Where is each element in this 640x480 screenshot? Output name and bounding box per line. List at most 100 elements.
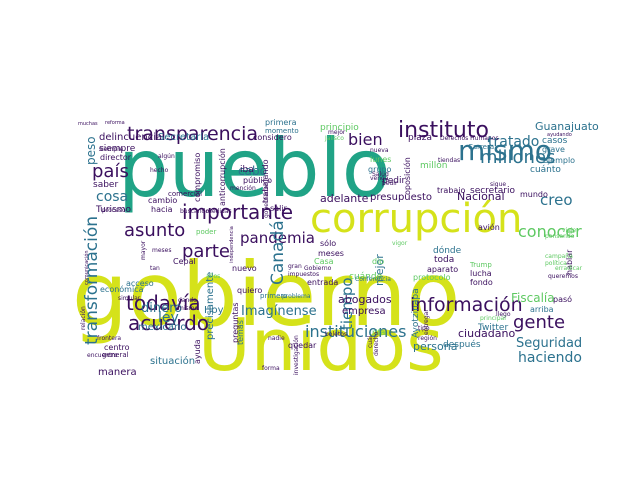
word-112: Casa [314, 257, 334, 266]
word-154: proceso [102, 207, 126, 214]
word-80: avión [478, 222, 500, 232]
word-60: público [243, 176, 272, 185]
word-92: quiero [237, 286, 262, 295]
word-163: gobernador [263, 183, 270, 218]
word-155: relación [80, 306, 87, 330]
word-5: instituto [398, 118, 489, 143]
word-125: comercial [168, 190, 202, 198]
word-18: instituciones [305, 322, 406, 341]
word-9: información [410, 294, 523, 316]
word-110: Ayotzinapa [411, 288, 421, 338]
word-46: mexicano [138, 322, 187, 333]
word-78: secretario [470, 186, 515, 196]
word-24: tiempo [338, 277, 356, 330]
word-41: persona [413, 340, 457, 353]
word-114: iba [240, 165, 254, 175]
word-43: mejor [373, 254, 386, 286]
word-96: económica [100, 284, 144, 294]
word-31: Imagínense [241, 304, 317, 319]
word-4: corrupción [310, 196, 522, 242]
word-16: gente [513, 312, 565, 333]
word-53: director [100, 153, 132, 162]
word-135: forma [262, 365, 280, 372]
word-49: Secretaría [158, 131, 209, 143]
word-113: poder [196, 228, 216, 236]
word-37: ciudadano [458, 327, 515, 340]
word-40: empresa [342, 306, 386, 317]
word-97: centro [104, 343, 130, 352]
word-170: sigue [490, 181, 506, 188]
word-106: hablar [565, 249, 574, 275]
word-142: llego [496, 311, 511, 318]
word-164: independencia [229, 226, 235, 263]
word-50: delincuencia [99, 132, 162, 143]
word-150: años [206, 273, 220, 280]
word-22: conocer [518, 222, 582, 241]
word-21: tratado [488, 134, 539, 150]
word-167: vigor [392, 240, 408, 247]
word-44: Hoy [204, 305, 224, 316]
word-101: quedar [288, 341, 317, 350]
word-108: después [443, 339, 481, 350]
word-86: cuándo [349, 272, 383, 282]
word-69: millón [420, 160, 447, 171]
word-128: hecho [150, 167, 169, 174]
word-109: Trump [469, 261, 492, 269]
word-118: primero [260, 292, 287, 300]
word-83: aparato [427, 265, 458, 274]
word-134: nadie [268, 335, 285, 342]
word-122: nueva [370, 147, 389, 154]
word-87: entrada [307, 278, 338, 287]
word-126: medidas [206, 208, 232, 215]
word-158: reforma [105, 120, 125, 126]
word-68: oposición [402, 157, 412, 195]
word-105: pasó [553, 294, 572, 304]
word-136: investigación [293, 335, 300, 375]
word-139: derecho [373, 331, 380, 356]
word-25: bien [348, 130, 383, 149]
word-14: país [92, 161, 129, 182]
word-121: Salud [372, 171, 389, 178]
word-56: hacia [151, 205, 173, 214]
word-15: parte [182, 241, 230, 262]
word-67: lunes [370, 155, 391, 164]
word-72: Derechos Humanos [440, 135, 499, 142]
word-138: cuál [367, 335, 374, 348]
word-71: plaza [408, 133, 432, 143]
word-17: pandemia [240, 229, 315, 247]
word-23: haciendo [518, 350, 582, 366]
word-94: Cepal [173, 257, 196, 266]
word-39: abogados [338, 293, 392, 306]
word-162: mención [230, 185, 256, 192]
word-169: tan [150, 265, 160, 272]
word-65: momento [265, 127, 299, 135]
word-32: peso [84, 136, 98, 165]
word-8: millones [480, 147, 555, 168]
word-79: trabajo [437, 186, 466, 195]
word-51: siempre [99, 144, 136, 154]
word-48: manera [98, 367, 137, 378]
word-61: trabajando [261, 159, 270, 203]
word-140: tipo [418, 325, 430, 332]
word-45: precisamente [205, 272, 216, 340]
word-137: boletos [325, 331, 347, 338]
word-159: gran [288, 263, 302, 270]
word-117: siempre [99, 146, 123, 153]
word-146: viaje [562, 227, 577, 234]
word-124: tiendas [438, 157, 460, 164]
word-95: acceso [126, 279, 154, 288]
word-77: mundo [520, 190, 548, 199]
word-12: todavía [126, 291, 201, 315]
word-99: ayuda [193, 339, 202, 364]
word-161: Gobierno [304, 265, 332, 272]
word-10: importante [182, 200, 293, 224]
word-144: erradicar [555, 265, 583, 272]
word-133: mismo [178, 305, 198, 312]
word-165: ayudando [547, 132, 572, 138]
word-55: cambio [148, 196, 177, 205]
word-66: grupo [368, 165, 392, 174]
word-116: rifa [372, 328, 385, 337]
word-13: asunto [124, 220, 185, 241]
word-143: principal [480, 315, 506, 322]
word-98: general [102, 351, 129, 359]
